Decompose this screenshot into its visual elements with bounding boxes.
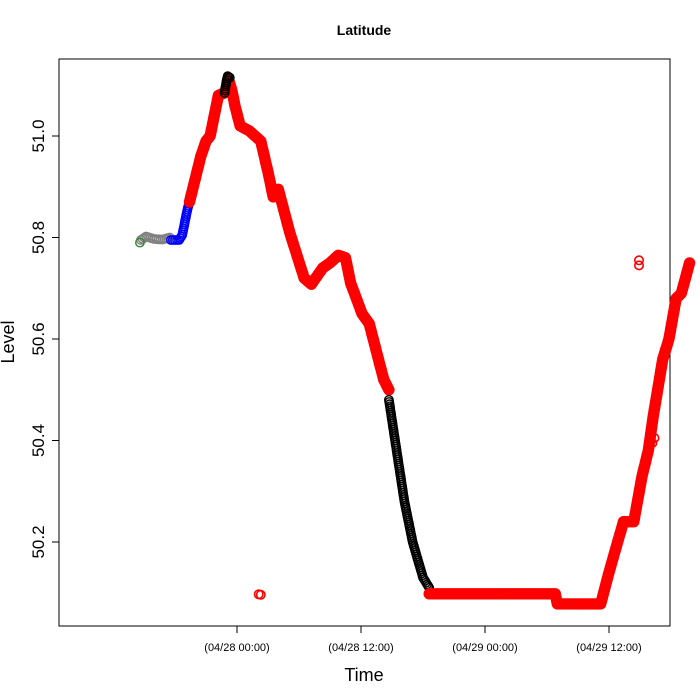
series-3 xyxy=(183,74,395,396)
x-tick-label-1: (04/28 12:00) xyxy=(328,642,393,654)
data-point xyxy=(222,71,233,82)
y-tick-label-2: 50.6 xyxy=(29,322,48,355)
x-tick-label-3: (04/29 12:00) xyxy=(576,642,641,654)
y-tick-label-1: 50.4 xyxy=(29,424,48,457)
series-6 xyxy=(423,257,696,610)
y-axis: 50.2 50.4 50.6 50.8 51.0 xyxy=(29,119,59,559)
series-4 xyxy=(219,71,235,98)
x-axis: (04/28 00:00) (04/28 12:00) (04/29 00:00) (… xyxy=(204,626,642,654)
data-point xyxy=(633,260,644,271)
y-tick-label-3: 50.8 xyxy=(29,221,48,254)
series-layer xyxy=(134,71,696,610)
series-5 xyxy=(383,394,435,593)
x-tick-label-2: (04/29 00:00) xyxy=(452,642,517,654)
data-point xyxy=(255,589,266,600)
y-tick-label-4: 51.0 xyxy=(29,119,48,152)
y-tick-label-0: 50.2 xyxy=(29,525,48,558)
data-point xyxy=(383,384,395,396)
data-point xyxy=(647,437,658,448)
y-axis-title: Level xyxy=(0,320,18,363)
x-tick-label-0: (04/28 00:00) xyxy=(204,642,269,654)
data-point xyxy=(134,237,145,248)
series-1 xyxy=(134,237,145,248)
data-point xyxy=(224,72,235,83)
data-point xyxy=(683,257,696,269)
data-point xyxy=(649,432,660,443)
chart-title: Latitude xyxy=(337,22,392,38)
series-7 xyxy=(253,255,660,600)
data-point xyxy=(633,255,644,266)
series-0 xyxy=(135,231,175,245)
x-axis-title: Time xyxy=(344,665,383,685)
